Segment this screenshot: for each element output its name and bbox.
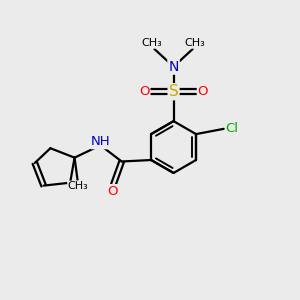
Text: NH: NH [91, 135, 111, 148]
Text: CH₃: CH₃ [185, 38, 206, 48]
Text: O: O [198, 85, 208, 98]
Text: Cl: Cl [226, 122, 239, 135]
Text: O: O [107, 185, 118, 198]
Text: CH₃: CH₃ [142, 38, 162, 48]
Text: O: O [139, 85, 149, 98]
Text: CH₃: CH₃ [68, 181, 88, 191]
Text: S: S [169, 84, 178, 99]
Text: N: N [168, 60, 179, 74]
